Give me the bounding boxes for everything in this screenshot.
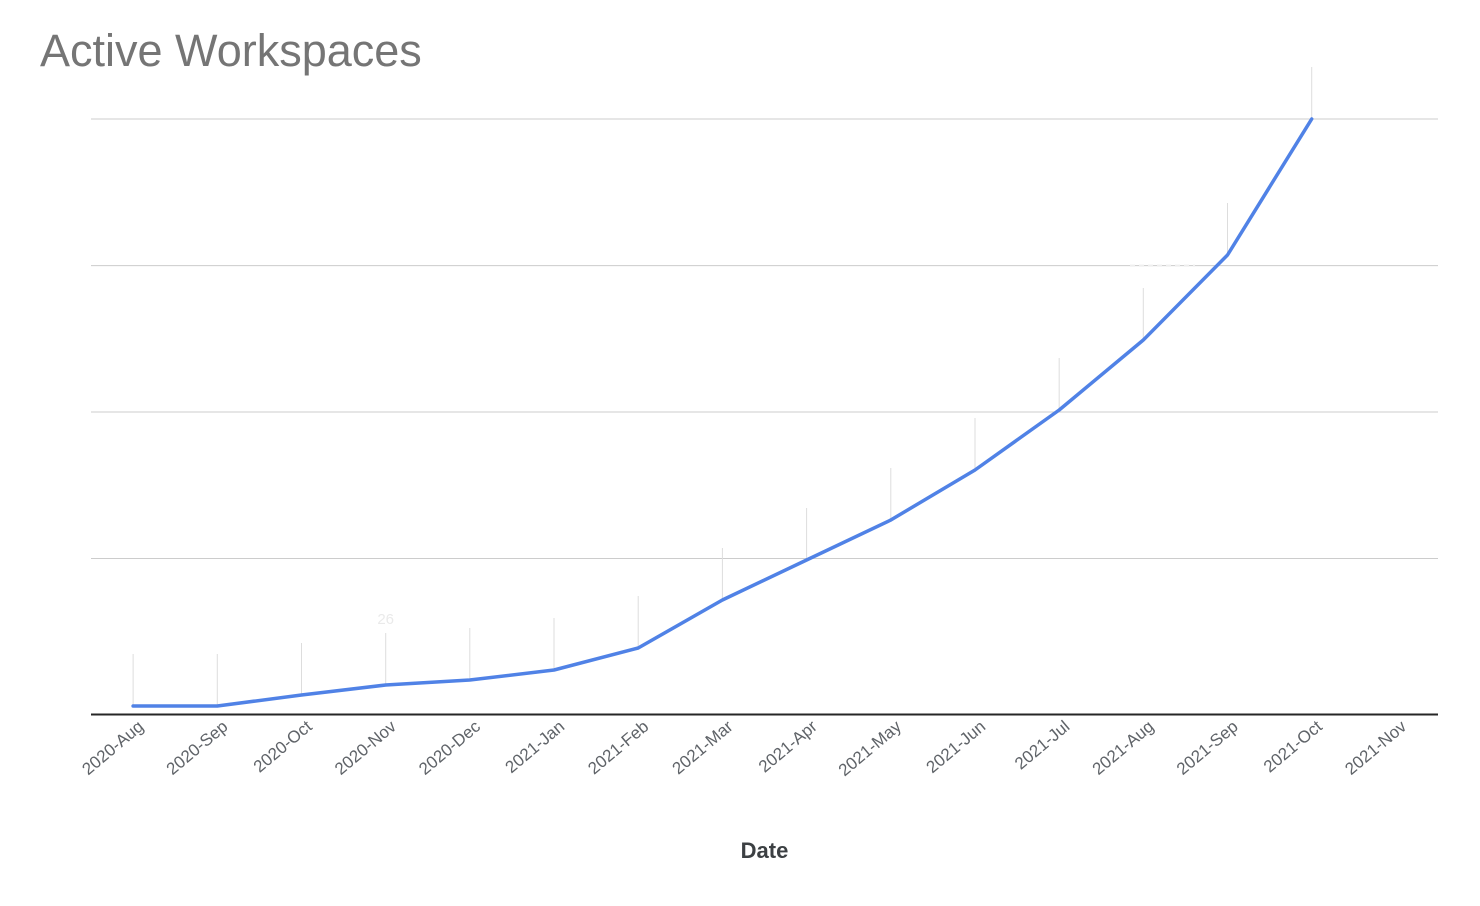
svg-text:2021-Jul: 2021-Jul: [1011, 717, 1073, 773]
svg-text:2020-Nov: 2020-Nov: [331, 716, 400, 778]
svg-text:2021-Feb: 2021-Feb: [584, 717, 652, 778]
svg-text:26: 26: [377, 611, 394, 628]
svg-text:2021-Nov: 2021-Nov: [1341, 716, 1410, 778]
svg-text:2021-May: 2021-May: [835, 716, 906, 779]
svg-text:2021-Apr: 2021-Apr: [755, 717, 821, 777]
svg-text:2020-Oct: 2020-Oct: [250, 717, 316, 777]
svg-text:2021-Jan: 2021-Jan: [502, 717, 569, 777]
svg-text:2021-Aug: 2021-Aug: [1089, 717, 1158, 779]
svg-text:2020-Aug: 2020-Aug: [79, 717, 148, 779]
svg-text:2021-Sep: 2021-Sep: [1173, 717, 1242, 779]
svg-text:2020-Sep: 2020-Sep: [163, 717, 232, 779]
svg-text:2021-Oct: 2021-Oct: [1260, 717, 1326, 777]
svg-text:Date: Date: [741, 838, 789, 863]
svg-text:2020-Dec: 2020-Dec: [415, 716, 484, 778]
svg-text:2021-Jun: 2021-Jun: [923, 717, 990, 777]
svg-text:2021-Mar: 2021-Mar: [669, 717, 737, 779]
